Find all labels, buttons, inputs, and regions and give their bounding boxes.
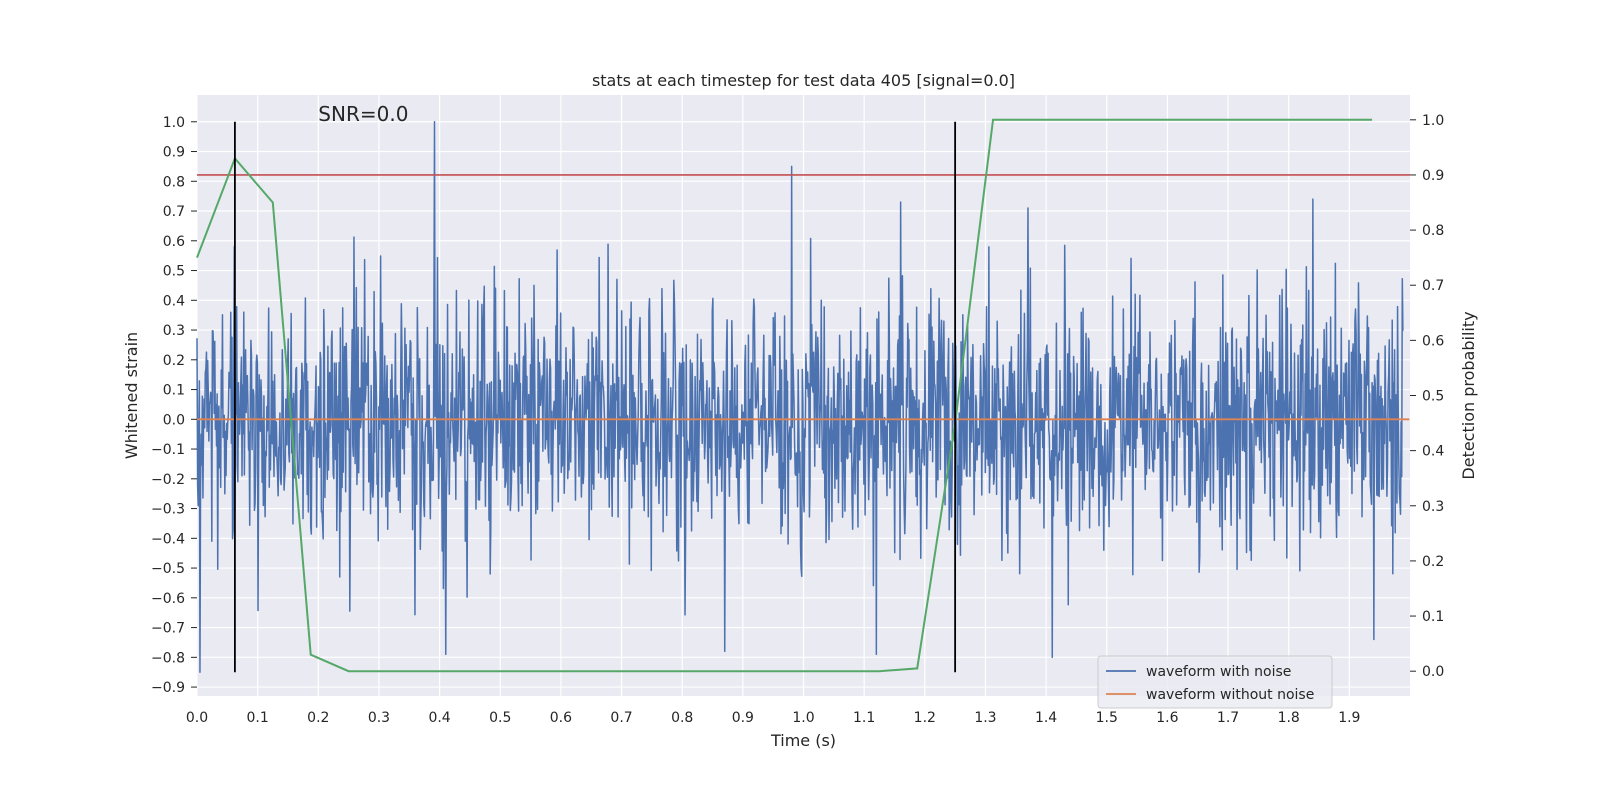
y-tick-label: 0.6	[163, 234, 185, 250]
y-tick-label: 0.2	[163, 353, 185, 369]
x-tick-label: 1.6	[1156, 710, 1178, 726]
x-tick-label: 1.8	[1278, 710, 1300, 726]
x-tick-label: 0.3	[368, 710, 390, 726]
x-tick-label: 1.4	[1035, 710, 1057, 726]
y-tick-label: 0.7	[163, 204, 185, 220]
x-tick-label: 0.1	[247, 710, 269, 726]
x-tick-label: 1.2	[914, 710, 936, 726]
x-tick-label: 1.0	[792, 710, 814, 726]
legend-box	[1097, 655, 1333, 709]
legend: waveform with noise waveform without noi…	[1097, 655, 1333, 709]
y-tick-label: −0.6	[151, 591, 185, 607]
legend-label-clean: waveform without noise	[1146, 687, 1314, 703]
y2-tick-label: 0.7	[1422, 278, 1444, 294]
y-tick-label: 0.3	[163, 323, 185, 339]
y2-tick-label: 0.5	[1422, 389, 1444, 405]
series-layer	[196, 118, 1410, 673]
y-tick-label: −0.8	[151, 650, 185, 666]
y2-tick-label: 0.0	[1422, 664, 1444, 680]
x-tick-label: 0.2	[307, 710, 329, 726]
snr-annotation: SNR=0.0	[318, 102, 408, 126]
axes: 0.0 0.1 0.2 0.3 0.4 0.5 0.6 0.7 0.8 0.9 1.0 1.1 1.2 1…	[151, 113, 1444, 726]
y-tick-label: 0.4	[163, 293, 185, 309]
series-waveform-with-noise	[196, 121, 1404, 673]
y2-tick-label: 1.0	[1422, 113, 1444, 129]
x-axis-title: Time (s)	[770, 731, 836, 750]
grid-lines	[196, 95, 1410, 696]
x-tick-label: 0.5	[489, 710, 511, 726]
x-tick-label: 1.1	[853, 710, 875, 726]
y-tick-label: −0.3	[151, 502, 185, 518]
x-tick-label: 1.9	[1338, 710, 1360, 726]
x-tick-label: 0.8	[671, 710, 693, 726]
x-tick-label: 0.0	[186, 710, 208, 726]
chart-title: stats at each timestep for test data 405…	[592, 71, 1015, 90]
y-tick-label: −0.9	[151, 680, 185, 696]
y2-tick-label: 0.1	[1422, 609, 1444, 625]
legend-label-noise: waveform with noise	[1146, 664, 1291, 680]
y-tick-label: 0.1	[163, 383, 185, 399]
x-tick-label: 1.3	[974, 710, 996, 726]
y-tick-label: −0.1	[151, 442, 185, 458]
y-tick-label: 0.9	[163, 145, 185, 161]
x-tick-label: 0.7	[610, 710, 632, 726]
y2-tick-label: 0.4	[1422, 444, 1444, 460]
y-tick-label: 0.8	[163, 174, 185, 190]
y-tick-label: −0.4	[151, 531, 185, 547]
series-detection-probability	[196, 118, 1373, 673]
y2-tick-label: 0.3	[1422, 499, 1444, 515]
x-tick-label: 0.4	[428, 710, 450, 726]
y2-tick-label: 0.9	[1422, 168, 1444, 184]
y-tick-label: 0.0	[163, 412, 185, 428]
y-tick-label: −0.2	[151, 472, 185, 488]
y2-tick-label: 0.6	[1422, 333, 1444, 349]
y2-tick-label: 0.8	[1422, 223, 1444, 239]
x-tick-label: 0.9	[732, 710, 754, 726]
y2-axis-title: Detection probability	[1459, 311, 1478, 479]
y-tick-label: −0.7	[151, 621, 185, 637]
x-tick-label: 1.7	[1217, 710, 1239, 726]
y-tick-label: −0.5	[151, 561, 185, 577]
x-tick-label: 1.5	[1096, 710, 1118, 726]
y-tick-label: 0.5	[163, 264, 185, 280]
y-tick-label: 1.0	[163, 115, 185, 131]
y-axis-title: Whitened strain	[122, 332, 141, 459]
x-tick-label: 0.6	[550, 710, 572, 726]
y2-tick-label: 0.2	[1422, 554, 1444, 570]
